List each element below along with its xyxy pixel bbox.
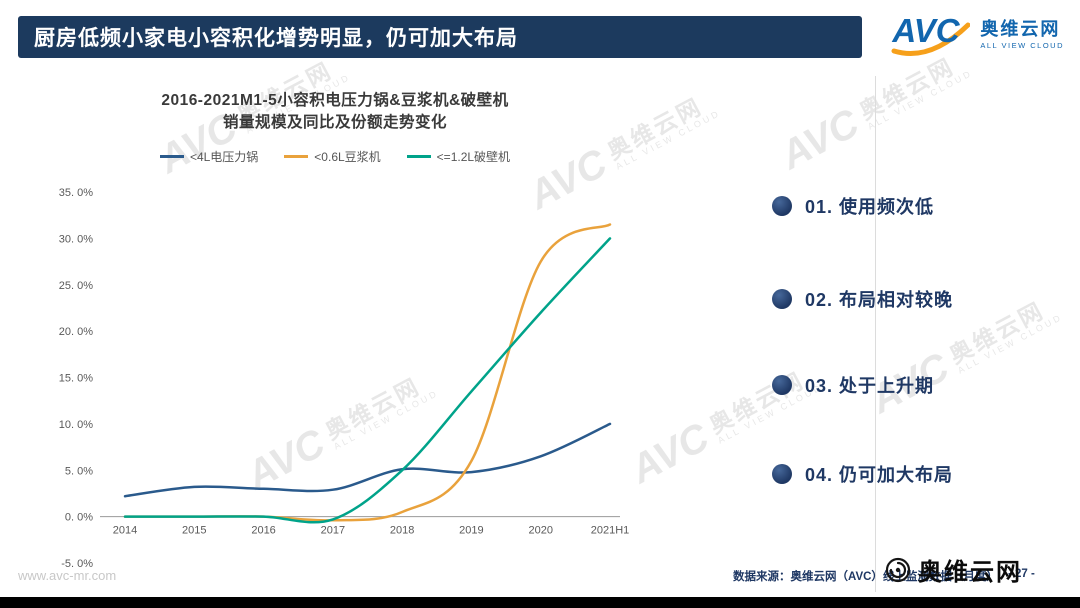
x-tick-label: 2018	[390, 525, 414, 537]
legend-label: <4L电压力锅	[189, 150, 259, 164]
x-tick-label: 2015	[182, 525, 206, 537]
legend-item: <4L电压力锅	[159, 148, 259, 165]
bullet-item: 03. 处于上升期	[772, 372, 934, 398]
data-source-row: 数据来源：奥维云网（AVC）线上监测数据（月度） - 27 -	[733, 568, 1035, 584]
insight-bullet-list: 01. 使用频次低 02. 布局相对较晚 03. 处于上升期 04. 仍可加大布局	[772, 0, 1072, 560]
x-tick-label: 2019	[459, 525, 483, 537]
chart-title-line1: 2016-2021M1-5小容积电压力锅&豆浆机&破壁机	[161, 92, 509, 109]
slide-title: 厨房低频小家电小容积化增势明显，仍可加大布局	[34, 27, 518, 50]
bullet-item: 01. 使用频次低	[772, 193, 934, 219]
y-tick-label: 30. 0%	[59, 233, 93, 245]
x-tick-label: 2014	[113, 525, 137, 537]
legend-swatch-icon	[159, 155, 184, 158]
bullet-dot-icon	[772, 289, 792, 309]
chart-title-line2: 销量规模及同比及份额走势变化	[222, 114, 447, 131]
y-tick-label: 10. 0%	[59, 419, 93, 431]
avc-logo-cn: 奥维云网	[980, 18, 1061, 39]
trend-line-chart: 35. 0% 30. 0% 25. 0% 20. 0% 15. 0% 10. 0% 5. 0…	[59, 187, 630, 570]
legend-label: <=1.2L破壁机	[436, 150, 511, 164]
y-tick-label: -5. 0%	[61, 558, 93, 570]
avc-logo-text: AVC	[892, 12, 960, 49]
chart-line	[123, 223, 612, 522]
y-tick-label: 20. 0%	[59, 326, 93, 338]
website-url: www.avc-mr.com	[18, 568, 117, 583]
bullet-label: 03. 处于上升期	[805, 376, 935, 396]
data-source-note: 数据来源：奥维云网（AVC）线上监测数据（月度）	[733, 571, 998, 583]
legend-item: <=1.2L破壁机	[406, 148, 511, 165]
footer-logo-text: 奥维云网	[918, 559, 1022, 586]
x-tick-label: 2016	[251, 525, 275, 537]
x-tick-label: 2020	[528, 525, 552, 537]
avc-logo-en: ALL VIEW CLOUD	[980, 40, 1064, 50]
slide-edge-divider	[875, 76, 876, 592]
x-tick-label: 2017	[321, 525, 345, 537]
x-tick-label: 2021H1	[591, 525, 630, 537]
y-tick-label: 35. 0%	[59, 187, 93, 199]
avc-logo: AVC 奥维云网 ALL VIEW CLOUD	[890, 12, 1064, 58]
footer-logo-icon	[885, 557, 911, 582]
watermark-avc-logo: AVC	[623, 414, 717, 492]
chart-legend: <4L电压力锅 <0.6L豆浆机 <=1.2L破壁机	[45, 148, 625, 165]
legend-item: <0.6L豆浆机	[284, 148, 381, 165]
y-tick-label: 25. 0%	[59, 280, 93, 292]
bullet-dot-icon	[772, 464, 792, 484]
bullet-label: 01. 使用频次低	[805, 197, 935, 217]
bullet-dot-icon	[772, 196, 792, 216]
chart-line	[123, 237, 612, 524]
avc-swoosh-icon	[891, 22, 971, 56]
watermark-en: ALL VIEW CLOUD	[614, 107, 723, 172]
bottom-black-bar	[0, 597, 1080, 608]
legend-swatch-icon	[284, 155, 309, 158]
legend-label: <0.6L豆浆机	[314, 150, 381, 164]
slide-title-bar: 厨房低频小家电小容积化增势明显，仍可加大布局	[18, 16, 862, 58]
legend-swatch-icon	[406, 155, 431, 158]
avc-logo-mark: AVC	[890, 12, 971, 58]
y-tick-label: 15. 0%	[59, 373, 93, 385]
y-tick-label: 5. 0%	[65, 465, 93, 477]
page-number: - 27 -	[1007, 568, 1035, 580]
bullet-dot-icon	[772, 375, 792, 395]
bullet-item: 04. 仍可加大布局	[772, 461, 953, 487]
bullet-label: 04. 仍可加大布局	[805, 465, 954, 485]
y-tick-label: 0. 0%	[65, 512, 93, 524]
bullet-item: 02. 布局相对较晚	[772, 286, 953, 312]
footer-logo: 奥维云网	[884, 552, 1022, 587]
bullet-label: 02. 布局相对较晚	[805, 290, 954, 310]
chart-line	[123, 422, 612, 498]
